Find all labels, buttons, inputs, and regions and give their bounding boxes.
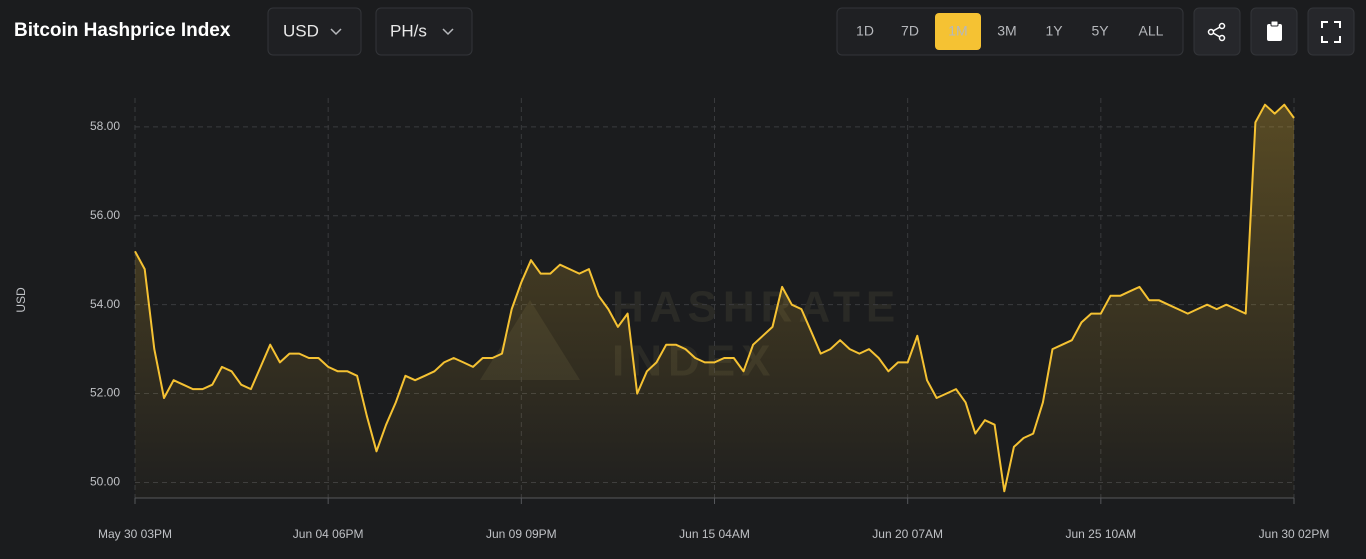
icon — [1212, 26, 1221, 38]
x-tick-label: May 30 03PM — [98, 527, 172, 541]
dropdown-box[interactable] — [375, 7, 473, 56]
currency-dropdown[interactable]: USD — [267, 7, 362, 56]
chevron — [442, 28, 454, 36]
y-tick-label: 50.00 — [90, 475, 120, 489]
dropdown-box[interactable] — [267, 7, 362, 56]
icon — [1218, 34, 1226, 42]
range-button[interactable]: 1M — [948, 23, 967, 39]
x-tick-label: Jun 09 09PM — [486, 527, 557, 541]
icon — [1218, 22, 1226, 30]
y-tick-label: 58.00 — [90, 119, 120, 133]
y-axis-label: USD — [14, 287, 28, 313]
range-button[interactable]: 1Y — [1045, 23, 1063, 39]
x-tick-label: Jun 25 10AM — [1065, 527, 1136, 541]
chart-title: Bitcoin Hashprice Index — [14, 20, 231, 41]
range-button[interactable]: ALL — [1139, 23, 1164, 39]
icon-button[interactable] — [1307, 7, 1355, 56]
x-tick-label: Jun 15 04AM — [679, 527, 750, 541]
x-tick-label: Jun 04 06PM — [293, 527, 364, 541]
y-tick-label: 52.00 — [90, 386, 120, 400]
share-button[interactable] — [1193, 7, 1241, 56]
icon — [1267, 24, 1282, 41]
watermark: HASHRATE — [612, 283, 901, 332]
range-button[interactable]: 1D — [856, 23, 874, 39]
range-group — [836, 7, 1184, 56]
icon — [1207, 28, 1215, 36]
range-button[interactable]: 3M — [997, 23, 1016, 39]
line — [134, 103, 1295, 493]
x-tick-label: Jun 20 07AM — [872, 527, 943, 541]
dropdown-label[interactable]: USD — [283, 21, 319, 40]
range-button[interactable]: 7D — [901, 23, 919, 39]
icon — [1321, 21, 1341, 43]
y-tick-label: 54.00 — [90, 297, 120, 311]
range-button-active[interactable] — [935, 13, 981, 50]
area — [135, 104, 1294, 498]
chevron — [330, 28, 342, 36]
range-button[interactable]: 5Y — [1091, 23, 1109, 39]
icon-button[interactable] — [1193, 7, 1241, 56]
x-tick-label: Jun 30 02PM — [1259, 527, 1330, 541]
icon — [1270, 20, 1279, 27]
unit-dropdown[interactable]: PH/s — [375, 7, 473, 56]
dropdown-label[interactable]: PH/s — [390, 21, 427, 40]
copy-button[interactable] — [1250, 7, 1298, 56]
y-tick-label: 56.00 — [90, 208, 120, 222]
fullscreen-button[interactable] — [1307, 7, 1355, 56]
